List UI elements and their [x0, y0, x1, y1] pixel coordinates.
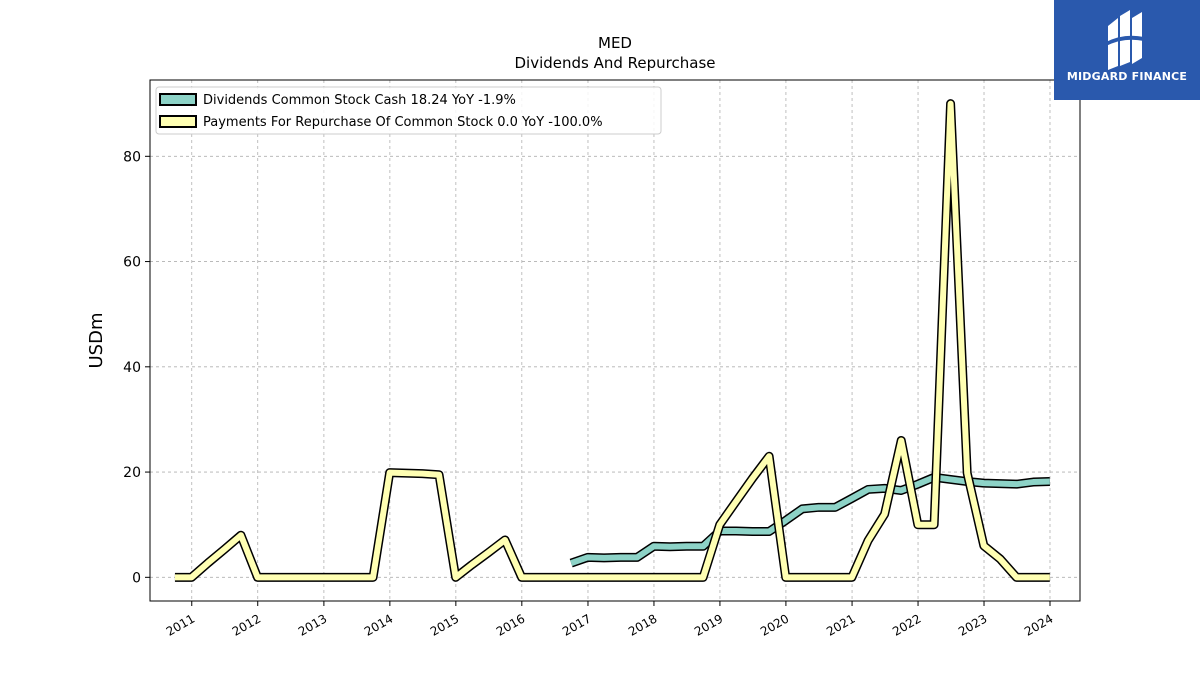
y-tick-label: 20: [123, 465, 141, 481]
plot-background: [150, 80, 1080, 601]
x-tick-label: 2013: [296, 611, 329, 638]
x-tick-label: 2016: [494, 611, 527, 638]
legend-swatch: [159, 93, 197, 106]
x-tick-label: 2022: [890, 611, 923, 638]
x-tick-label: 2019: [692, 611, 725, 638]
x-tick-label: 2020: [758, 611, 791, 638]
chart-subtitle: Dividends And Repurchase: [514, 54, 715, 72]
grid-lines: [150, 80, 1080, 601]
chart-title: MED: [598, 34, 632, 52]
x-tick-label: 2012: [230, 611, 263, 638]
y-tick-label: 40: [123, 360, 141, 376]
x-tick-label: 2021: [824, 611, 857, 638]
midgard-finance-logo: MIDGARD FINANCE: [1054, 0, 1200, 100]
axes-frame: [149, 79, 1081, 602]
x-tick-label: 2011: [164, 611, 197, 638]
series-line: [174, 100, 1050, 581]
x-tick-label: 2014: [362, 611, 395, 638]
logo-text: MIDGARD FINANCE: [1066, 70, 1188, 83]
y-tick-label: 80: [123, 149, 141, 165]
legend-label: Dividends Common Stock Cash 18.24 YoY -1…: [203, 93, 516, 108]
y-axis-label: USDm: [86, 313, 107, 369]
series-repurchase: [174, 99, 1050, 582]
legend-swatch: [159, 115, 197, 128]
x-tick-label: 2017: [560, 611, 593, 638]
y-tick-label: 60: [123, 255, 141, 271]
x-tick-label: 2023: [956, 611, 989, 638]
midgard-logo-icon: [1106, 10, 1148, 70]
x-tick-label: 2018: [626, 611, 659, 638]
x-tick-label: 2024: [1022, 611, 1055, 638]
y-tick-label: 0: [132, 570, 141, 586]
legend-label: Payments For Repurchase Of Common Stock …: [203, 115, 603, 130]
legend: Dividends Common Stock Cash 18.24 YoY -1…: [155, 86, 662, 135]
legend-box: [155, 86, 662, 135]
x-tick-label: 2015: [428, 611, 461, 638]
